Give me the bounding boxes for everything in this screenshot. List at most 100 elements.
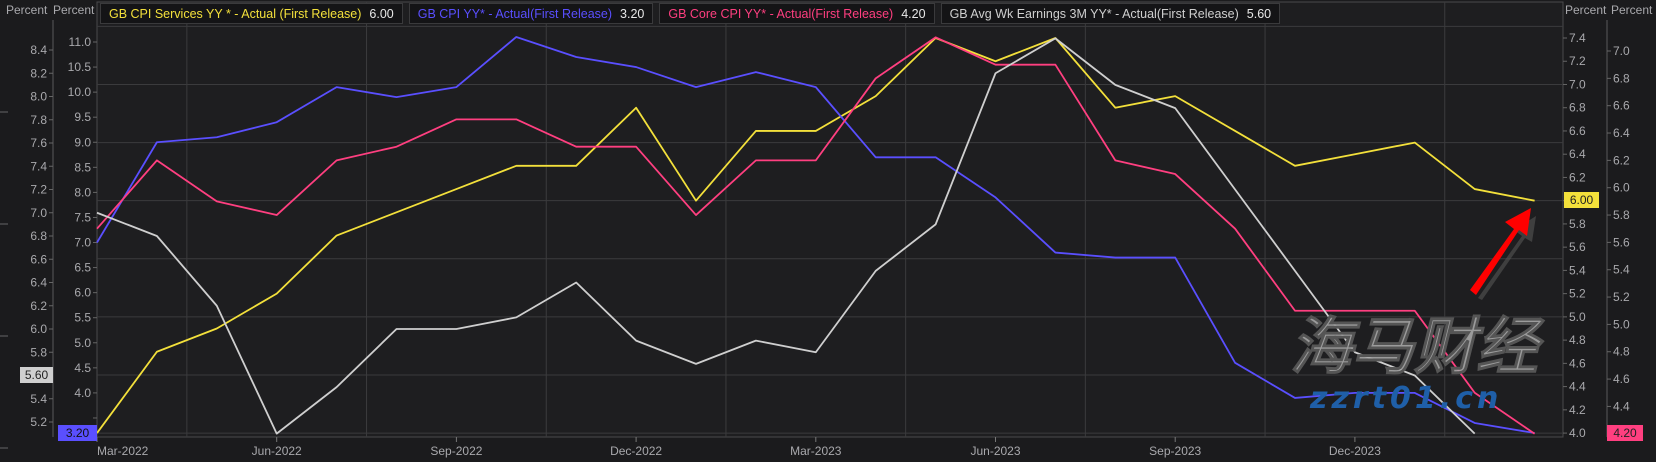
services-axis-tick-label: 5.2: [1569, 287, 1586, 301]
earnings-axis-tick-label: 8.2: [30, 66, 47, 80]
plot-area: [96, 1, 1564, 438]
cpi-axis-tick-label: 11.0: [69, 35, 92, 49]
legend-value: 3.20: [620, 7, 645, 21]
services-axis-tick-label: 4.8: [1569, 333, 1586, 347]
legend-item-earnings[interactable]: GB Avg Wk Earnings 3M YY* - Actual(First…: [940, 3, 1281, 24]
series-lines: [96, 36, 1536, 435]
core-axis-tick-label: 5.8: [1613, 208, 1630, 222]
core-axis-tick-label: 4.8: [1613, 345, 1630, 359]
cpi-axis-tick-label: 9.5: [74, 110, 91, 124]
cpi-axis-tick-label: 4.0: [74, 386, 91, 400]
core-axis-tick-label: 6.2: [1613, 153, 1630, 167]
legend-item-core-cpi[interactable]: GB Core CPI YY* - Actual(First Release) 4…: [659, 3, 935, 24]
services-axis-tick-label: 4.0: [1569, 426, 1586, 440]
earnings-axis-tick-label: 7.0: [30, 206, 47, 220]
services-axis-tick-label: 6.6: [1569, 124, 1586, 138]
core-axis-tick-label: 4.6: [1613, 372, 1630, 386]
x-tick-label: Sep-2022: [430, 444, 482, 458]
red-arrow-shadow: [1478, 216, 1536, 300]
core-axis-tick-label: 5.0: [1613, 317, 1630, 331]
services-axis-tick-label: 5.0: [1569, 310, 1586, 324]
x-tick-label: Dec-2022: [610, 444, 662, 458]
services-axis-tick-label: 7.2: [1569, 54, 1586, 68]
core-axis-tick-label: 5.6: [1613, 235, 1630, 249]
earnings-axis-tick-label: 6.8: [30, 229, 47, 243]
last-value-tag-core: 4.20: [1607, 425, 1643, 441]
x-tick-label: Jun-2023: [970, 444, 1020, 458]
series-line-earnings: [96, 37, 1476, 435]
core-axis-tick-label: 7.0: [1613, 44, 1630, 58]
legend-value: 5.60: [1246, 7, 1272, 21]
legend-label: GB CPI YY* - Actual(First Release): [417, 7, 613, 21]
services-axis-tick-label: 6.4: [1569, 147, 1586, 161]
services-axis-tick-label: 4.6: [1569, 356, 1586, 370]
core-axis-tick-label: 6.0: [1613, 181, 1630, 195]
earnings-axis-tick-label: 6.0: [30, 322, 47, 336]
legend: GB CPI Services YY * - Actual (First Rel…: [100, 3, 1281, 24]
earnings-axis-tick-label: 7.2: [30, 183, 47, 197]
legend-label: GB CPI Services YY * - Actual (First Rel…: [109, 7, 362, 21]
services-axis-tick-label: 5.4: [1569, 263, 1586, 277]
last-value-tag-earnings: 5.60: [20, 367, 53, 383]
x-tick-label: Mar-2022: [97, 444, 149, 458]
core-axis-tick-label: 6.4: [1613, 126, 1630, 140]
core-axis-tick-label: 4.4: [1613, 399, 1630, 413]
earnings-axis-tick-label: 5.4: [30, 392, 47, 406]
cpi-axis-tick-label: 6.5: [74, 261, 91, 275]
watermark: 海马财经 zzrt01.cn: [1290, 310, 1546, 417]
core-axis-tick-label: 6.6: [1613, 99, 1630, 113]
services-axis-tick-label: 6.8: [1569, 101, 1586, 115]
earnings-axis-tick-label: 7.8: [30, 113, 47, 127]
legend-label: GB Core CPI YY* - Actual(First Release): [668, 7, 894, 21]
cpi-axis-title: Percent: [53, 3, 95, 17]
earnings-axis-tick-label: 6.6: [30, 252, 47, 266]
services-axis-tick-label: 7.0: [1569, 77, 1586, 91]
watermark-site: zzrt01.cn: [1309, 381, 1502, 416]
earnings-axis-tick-label: 5.8: [30, 345, 47, 359]
cpi-axis-tick-label: 5.5: [74, 311, 91, 325]
axes: Percent Percent Percent Percent 5.2 5.4 5.8 6.0…: [0, 3, 1653, 458]
cpi-axis-tick-label: 8.0: [74, 185, 91, 199]
cpi-axis-tick-label: 4.5: [74, 361, 91, 375]
services-axis-tick-label: 7.4: [1569, 31, 1586, 45]
earnings-axis-tick-label: 8.0: [30, 90, 47, 104]
earnings-axis-tick-label: 6.4: [30, 276, 47, 290]
legend-value: 6.00: [369, 7, 394, 21]
x-tick-label: Sep-2023: [1149, 444, 1201, 458]
legend-item-services[interactable]: GB CPI Services YY * - Actual (First Rel…: [100, 3, 403, 24]
cpi-axis-tick-label: 6.0: [74, 286, 91, 300]
services-axis-tick-label: 4.2: [1569, 403, 1586, 417]
last-value-tag-services: 6.00: [1564, 192, 1599, 208]
x-tick-label: Jun-2022: [252, 444, 302, 458]
cpi-axis-tick-label: 7.0: [74, 236, 91, 250]
earnings-axis-tick-label: 8.4: [30, 43, 47, 57]
earnings-axis-tick-label: 5.2: [30, 415, 47, 429]
services-axis-tick-label: 5.8: [1569, 217, 1586, 231]
cpi-axis-tick-label: 9.0: [74, 135, 91, 149]
earnings-axis-title: Percent: [6, 3, 48, 17]
services-axis-tick-label: 5.6: [1569, 240, 1586, 254]
earnings-axis-tick-label: 7.4: [30, 159, 47, 173]
core-axis-tick-label: 5.4: [1613, 263, 1630, 277]
core-axis-title: Percent: [1611, 3, 1653, 17]
x-tick-label: Dec-2023: [1329, 444, 1381, 458]
watermark-logo: 海马财经: [1290, 310, 1545, 383]
core-axis-tick-label: 5.2: [1613, 290, 1630, 304]
last-value-tag-cpi: 3.20: [58, 425, 97, 441]
legend-value: 4.20: [901, 7, 926, 21]
core-axis-tick-label: 6.8: [1613, 71, 1630, 85]
x-tick-label: Mar-2023: [790, 444, 842, 458]
earnings-axis-tick-label: 7.6: [30, 136, 47, 150]
grid: [96, 1, 1564, 438]
earnings-axis-tick-label: 6.2: [30, 299, 47, 313]
services-axis-tick-label: 6.2: [1569, 170, 1586, 184]
services-axis-title: Percent: [1565, 3, 1607, 17]
red-arrow-annotation: [1470, 208, 1536, 300]
cpi-axis-tick-label: 5.0: [74, 336, 91, 350]
cpi-axis-tick-label: 10.0: [68, 85, 92, 99]
cpi-axis-tick-label: 8.5: [74, 160, 91, 174]
legend-label: GB Avg Wk Earnings 3M YY* - Actual(First…: [949, 7, 1239, 21]
cpi-axis-tick-label: 7.5: [74, 210, 91, 224]
legend-item-cpi[interactable]: GB CPI YY* - Actual(First Release) 3.20: [408, 3, 654, 24]
